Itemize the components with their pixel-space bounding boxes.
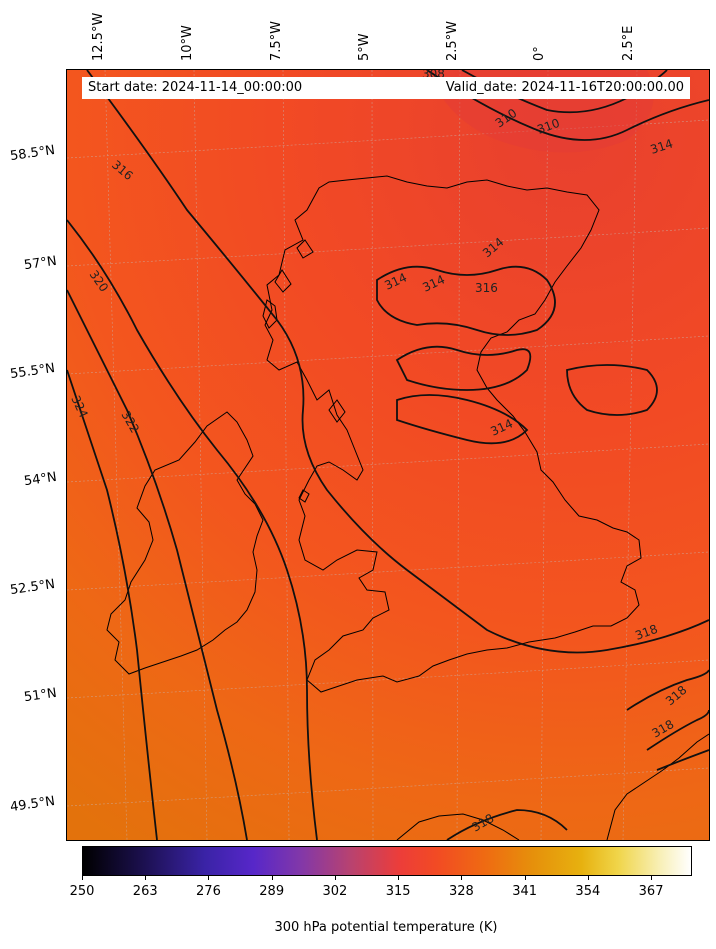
- colorbar-tick-label: 328: [448, 884, 474, 899]
- lon-label-0: 0°: [532, 46, 547, 61]
- contour-labels: 308 310 310 314 316 320 324 322 314 314 …: [68, 70, 689, 835]
- lon-label-12-5w: 12.5°W: [91, 12, 106, 61]
- colorbar: [82, 846, 692, 876]
- map-canvas: 308 310 310 314 316 320 324 322 314 314 …: [67, 70, 709, 840]
- contour-label: 314: [488, 416, 515, 438]
- lat-label-49-5n: 49.5°N: [9, 793, 56, 816]
- colorbar-tick: [145, 875, 147, 880]
- colorbar-tick-label: 341: [512, 884, 538, 899]
- colorbar-tick: [651, 875, 653, 880]
- contour-label: 308: [422, 70, 445, 81]
- colorbar-tick: [271, 875, 273, 880]
- colorbar-tick: [524, 875, 526, 880]
- lat-label-57n: 57°N: [23, 253, 58, 274]
- colorbar-tick: [334, 875, 336, 880]
- colorbar-tick-label: 354: [575, 884, 601, 899]
- colorbar-title: 300 hPa potential temperature (K): [274, 920, 498, 935]
- lat-label-58-5n: 58.5°N: [9, 142, 56, 165]
- contour-label: 316: [475, 281, 498, 295]
- contour-label: 314: [420, 272, 447, 294]
- colorbar-tick-label: 367: [638, 884, 664, 899]
- start-date-label: Start date: 2024-11-14_00:00:00: [88, 80, 303, 95]
- contour-label: 318: [650, 717, 677, 741]
- colorbar-tick-label: 302: [322, 884, 348, 899]
- colorbar-tick: [208, 875, 210, 880]
- coastlines: [106, 175, 709, 840]
- lat-label-54n: 54°N: [23, 469, 58, 490]
- map-panel[interactable]: 308 310 310 314 316 320 324 322 314 314 …: [66, 69, 710, 841]
- lat-label-52-5n: 52.5°N: [9, 576, 56, 599]
- colorbar-tick-label: 263: [132, 884, 158, 899]
- graticule: [67, 70, 709, 840]
- lat-label-51n: 51°N: [23, 685, 58, 706]
- contour-label: 318: [663, 683, 690, 708]
- contour-label: 314: [480, 235, 507, 260]
- lon-label-2-5w: 2.5°W: [445, 20, 460, 61]
- colorbar-tick: [82, 875, 83, 880]
- colorbar-tick: [398, 875, 400, 880]
- lat-label-55-5n: 55.5°N: [9, 360, 56, 383]
- colorbar-tick-label: 289: [259, 884, 285, 899]
- colorbar-tick-label: 315: [385, 884, 411, 899]
- contour-label: 324: [68, 393, 90, 420]
- lon-label-7-5w: 7.5°W: [269, 20, 284, 61]
- colorbar-tick: [587, 875, 589, 880]
- lon-label-2-5e: 2.5°E: [621, 25, 636, 61]
- lon-label-5w: 5°W: [357, 33, 372, 61]
- contour-label: 314: [649, 136, 675, 156]
- contour-label: 320: [87, 268, 112, 295]
- colorbar-tick: [461, 875, 463, 880]
- contours: [67, 70, 709, 840]
- date-info-box: Start date: 2024-11-14_00:00:00 Valid_da…: [82, 77, 690, 99]
- contour-label: 322: [118, 409, 142, 436]
- contour-label: 316: [109, 158, 136, 183]
- colorbar-tick-label: 250: [69, 884, 95, 899]
- valid-date-label: Valid_date: 2024-11-16T20:00:00.00: [445, 80, 684, 95]
- lon-label-10w: 10°W: [180, 25, 195, 61]
- contour-label: 318: [470, 811, 497, 835]
- colorbar-tick-label: 276: [196, 884, 221, 899]
